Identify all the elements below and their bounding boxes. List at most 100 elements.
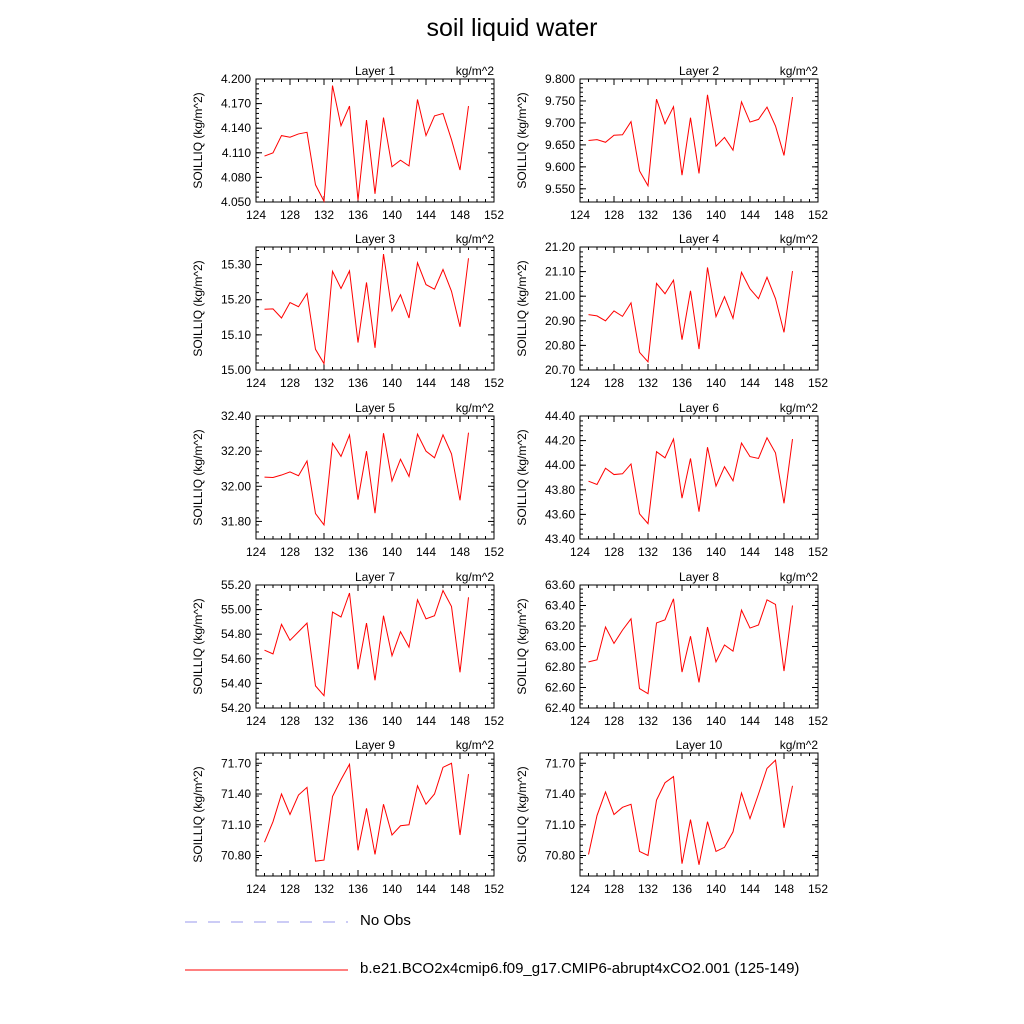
x-tick-label: 144	[740, 545, 760, 559]
chart-panel-layer-7: 124 128 132 136 140 144 148 152 54.20 54.40 54.60 5…	[191, 570, 504, 728]
y-tick-label: 9.700	[545, 116, 575, 130]
x-tick-label: 144	[416, 882, 436, 896]
x-tick-label: 152	[484, 208, 504, 222]
x-tick-label: 124	[246, 882, 266, 896]
x-tick-label: 140	[382, 882, 402, 896]
x-tick-label: 144	[416, 208, 436, 222]
y-tick-label: 62.60	[545, 681, 575, 695]
x-tick-label: 124	[570, 208, 590, 222]
y-tick-label: 4.050	[221, 195, 251, 209]
y-tick-label: 44.20	[545, 434, 575, 448]
x-tick-label: 132	[314, 208, 334, 222]
y-tick-label: 9.800	[545, 72, 575, 86]
y-tick-label: 54.40	[221, 676, 251, 690]
y-tick-label: 43.40	[545, 532, 575, 546]
x-tick-label: 136	[348, 545, 368, 559]
y-tick-label: 44.40	[545, 409, 575, 423]
x-tick-label: 152	[484, 882, 504, 896]
x-tick-label: 148	[450, 208, 470, 222]
panel-units: kg/m^2	[780, 738, 819, 752]
y-tick-label: 43.60	[545, 507, 575, 521]
y-tick-label: 15.00	[221, 363, 251, 377]
series-line-1	[264, 85, 469, 203]
y-tick-label: 71.70	[545, 756, 575, 770]
y-tick-label: 55.20	[221, 578, 251, 592]
x-tick-label: 144	[416, 714, 436, 728]
x-tick-label: 128	[280, 376, 300, 390]
x-tick-label: 124	[246, 208, 266, 222]
y-tick-label: 4.080	[221, 170, 251, 184]
x-tick-label: 124	[570, 714, 590, 728]
x-tick-label: 124	[246, 376, 266, 390]
x-tick-label: 132	[638, 208, 658, 222]
x-tick-label: 152	[808, 208, 828, 222]
legend-label-no-obs: No Obs	[360, 912, 411, 929]
x-tick-label: 140	[706, 376, 726, 390]
x-tick-label: 128	[280, 882, 300, 896]
x-tick-label: 148	[450, 545, 470, 559]
x-tick-label: 132	[314, 882, 334, 896]
figure-title: soil liquid water	[426, 14, 598, 42]
x-tick-label: 124	[246, 545, 266, 559]
y-tick-label: 4.110	[222, 146, 251, 160]
x-tick-label: 152	[808, 376, 828, 390]
x-tick-label: 144	[740, 376, 760, 390]
x-tick-label: 136	[672, 882, 692, 896]
y-axis-label: SOILLIQ (kg/m^2)	[191, 598, 205, 694]
y-tick-label: 62.80	[545, 660, 575, 674]
y-tick-label: 20.70	[545, 363, 575, 377]
y-axis-label: SOILLIQ (kg/m^2)	[515, 766, 529, 862]
panel-units: kg/m^2	[456, 232, 495, 246]
x-tick-label: 132	[314, 545, 334, 559]
chart-panel-layer-10: 124 128 132 136 140 144 148 152 70.80 71.10 71.40 7…	[515, 738, 828, 896]
y-tick-label: 63.20	[545, 619, 575, 633]
chart-panel-layer-8: 124 128 132 136 140 144 148 152 62.40 62.60 62.80 6…	[515, 570, 828, 728]
y-tick-label: 70.80	[545, 849, 575, 863]
panel-title: Layer 8	[679, 570, 719, 584]
x-tick-label: 152	[808, 882, 828, 896]
y-tick-label: 54.60	[221, 652, 251, 666]
chart-panel-layer-2: 124 128 132 136 140 144 148 152 9.550 9.600 9.650 9…	[515, 64, 828, 222]
x-tick-label: 124	[570, 882, 590, 896]
x-tick-label: 128	[280, 714, 300, 728]
y-tick-label: 9.600	[545, 160, 575, 174]
y-tick-label: 15.30	[221, 258, 251, 272]
x-tick-label: 128	[280, 545, 300, 559]
x-tick-label: 148	[774, 882, 794, 896]
x-tick-label: 132	[638, 882, 658, 896]
x-tick-label: 136	[672, 208, 692, 222]
x-tick-label: 132	[314, 376, 334, 390]
y-tick-label: 63.00	[545, 640, 575, 654]
series-line-1	[588, 94, 793, 188]
y-tick-label: 20.80	[545, 338, 575, 352]
x-tick-label: 128	[604, 545, 624, 559]
y-tick-label: 71.10	[221, 818, 251, 832]
x-tick-label: 136	[348, 882, 368, 896]
y-tick-label: 62.40	[545, 701, 575, 715]
x-tick-label: 136	[348, 208, 368, 222]
panel-units: kg/m^2	[780, 232, 819, 246]
chart-panel-layer-4: 124 128 132 136 140 144 148 152 20.70 20.80 20.90 2…	[515, 232, 828, 390]
x-tick-label: 136	[672, 376, 692, 390]
x-tick-label: 140	[706, 714, 726, 728]
legend-label-model: b.e21.BCO2x4cmip6.f09_g17.CMIP6-abrupt4x…	[360, 960, 800, 977]
x-tick-label: 140	[706, 545, 726, 559]
x-tick-label: 132	[638, 714, 658, 728]
chart-panel-layer-6: 124 128 132 136 140 144 148 152 43.40 43.60 43.80 4…	[515, 401, 828, 559]
y-tick-label: 9.750	[545, 94, 575, 108]
series-line-1	[588, 267, 793, 364]
panel-units: kg/m^2	[456, 738, 495, 752]
x-tick-label: 124	[570, 545, 590, 559]
y-tick-label: 32.20	[221, 444, 251, 458]
y-tick-label: 15.10	[221, 328, 251, 342]
x-tick-label: 128	[280, 208, 300, 222]
panel-title: Layer 5	[355, 401, 395, 415]
y-axis-label: SOILLIQ (kg/m^2)	[191, 429, 205, 525]
x-tick-label: 144	[740, 208, 760, 222]
x-tick-label: 152	[484, 545, 504, 559]
x-tick-label: 152	[808, 714, 828, 728]
x-tick-label: 144	[416, 376, 436, 390]
y-tick-label: 31.80	[221, 514, 251, 528]
